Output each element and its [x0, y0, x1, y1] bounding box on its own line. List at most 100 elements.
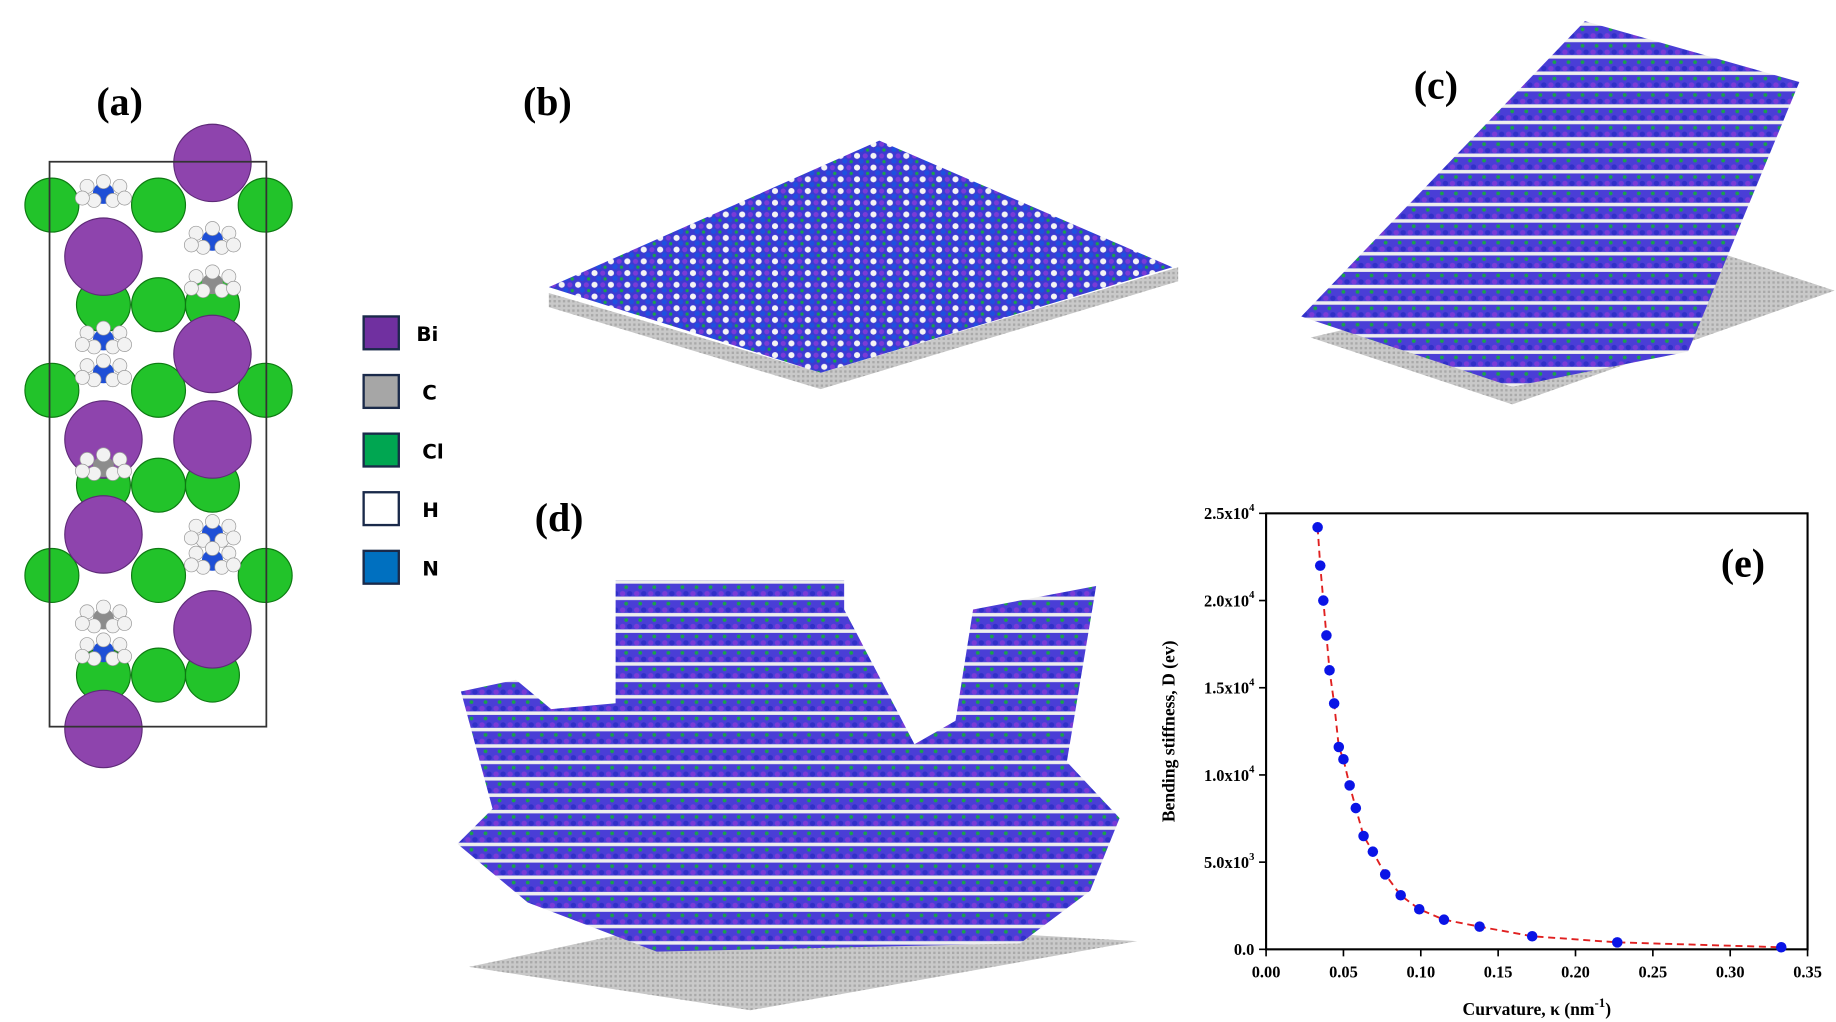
hydrogen-atom: [96, 174, 111, 190]
data-point: [1775, 941, 1787, 953]
data-point: [1321, 630, 1332, 641]
chlorine-atom: [130, 647, 187, 703]
bending-stiffness-chart: (e) 0.00 0.05 0.10 0.15 0.20 0.25 0.30 0.35 0.0 5…: [1159, 503, 1822, 1019]
legend-label-bi: Bi: [416, 323, 438, 346]
bismuth-atom: [173, 590, 252, 669]
y-tick-label: 1.0x104: [1204, 765, 1255, 785]
crystal-structure-panel: [24, 123, 293, 769]
data-point: [1350, 802, 1362, 814]
hydrogen-atom: [117, 648, 132, 664]
x-tick-label: 0.15: [1484, 962, 1513, 981]
legend-swatch-c: [362, 373, 400, 410]
data-point: [1367, 846, 1379, 857]
chlorine-atom: [237, 177, 293, 233]
legend-swatch-bi: [362, 315, 400, 351]
hydrogen-atom: [117, 463, 132, 479]
chlorine-atom: [237, 362, 293, 418]
data-point: [1413, 903, 1425, 915]
data-point: [1474, 921, 1485, 932]
x-tick-label: 0.35: [1793, 962, 1822, 981]
legend-label-h: H: [422, 499, 439, 522]
data-point: [1328, 698, 1340, 709]
chlorine-atom: [130, 457, 187, 513]
data-point: [1358, 830, 1369, 842]
data-point: [1438, 914, 1450, 925]
hydrogen-atom: [205, 221, 220, 236]
hydrogen-atom: [96, 447, 111, 463]
y-tick-label: 5.0x103: [1204, 852, 1254, 872]
perovskite-sheet: [1301, 21, 1800, 387]
panel-label-c: (c): [1414, 62, 1458, 107]
chlorine-atom: [130, 277, 187, 333]
hydrogen-atom: [183, 280, 199, 296]
hydrogen-atom: [74, 616, 90, 631]
x-tick-label: 0.30: [1716, 962, 1745, 981]
hydrogen-atom: [74, 337, 90, 352]
data-point: [1395, 889, 1406, 901]
data-point: [1314, 560, 1326, 571]
bismuth-atom: [64, 217, 143, 296]
panel-label-b: (b): [523, 79, 572, 124]
data-point: [1526, 930, 1538, 942]
hydrogen-atom: [117, 370, 132, 385]
hydrogen-atom: [226, 237, 241, 253]
legend-swatch-cl: [362, 432, 400, 468]
hydrogen-atom: [96, 320, 111, 336]
hydrogen-atom: [183, 557, 199, 573]
chlorine-atom: [24, 362, 80, 418]
legend-label-cl: Cl: [422, 440, 443, 463]
legend-swatch-n: [362, 549, 400, 585]
y-tick-label: 2.0x104: [1204, 590, 1255, 610]
chlorine-atom: [24, 177, 80, 233]
legend-label-n: N: [422, 557, 439, 580]
hydrogen-atom: [226, 557, 241, 573]
chlorine-atom: [130, 177, 187, 233]
x-tick-label: 0.10: [1406, 962, 1435, 981]
bismuth-atom: [173, 123, 252, 203]
legend-swatch-h: [362, 491, 400, 527]
perovskite-sheet: [548, 140, 1173, 373]
data-point: [1344, 780, 1355, 791]
hydrogen-atom: [74, 190, 90, 206]
chlorine-atom: [237, 547, 293, 604]
hydrogen-atom: [205, 541, 220, 556]
y-tick-label: 1.5x104: [1204, 677, 1255, 697]
panel-label-e: (e): [1721, 541, 1765, 586]
chlorine-atom: [24, 547, 80, 604]
x-tick-label: 0.20: [1561, 962, 1590, 981]
plot-frame: [1265, 512, 1809, 951]
data-point: [1333, 741, 1345, 753]
unit-cell-box: [48, 160, 268, 728]
inclined-sheet-panel: [1301, 21, 1835, 405]
panel-label-a: (a): [96, 79, 142, 124]
bismuth-atom: [64, 689, 143, 769]
element-legend: Bi C Cl H N: [362, 315, 444, 585]
x-axis-label: Curvature, κ (nm-1): [1463, 996, 1612, 1019]
perovskite-folded-sheet: [457, 580, 1120, 952]
hydrogen-atom: [183, 237, 199, 253]
bismuth-atom: [173, 314, 252, 394]
bismuth-atom: [173, 400, 252, 479]
x-tick-label: 0.05: [1329, 962, 1358, 981]
y-axis-label: Bending stiffness, D (ev): [1159, 640, 1179, 822]
hydrogen-atom: [226, 530, 241, 546]
panel-label-d: (d): [535, 495, 584, 540]
y-tick-label: 0.0: [1234, 940, 1255, 959]
hydrogen-atom: [74, 370, 90, 385]
hydrogen-atom: [96, 632, 111, 648]
data-point: [1324, 665, 1335, 676]
chlorine-atom: [130, 547, 187, 604]
fit-curve: [1316, 527, 1782, 949]
data-point: [1379, 869, 1391, 880]
hydrogen-atom: [74, 648, 90, 664]
hydrogen-atom: [74, 463, 90, 479]
hydrogen-atom: [117, 616, 132, 631]
data-point: [1611, 937, 1623, 948]
x-tick-label: 0.00: [1252, 962, 1281, 981]
chlorine-atom: [130, 362, 187, 418]
y-tick-label: 2.5x104: [1204, 503, 1255, 523]
hydrogen-atom: [117, 337, 132, 352]
hydrogen-atom: [226, 280, 241, 296]
hydrogen-atom: [183, 530, 199, 546]
